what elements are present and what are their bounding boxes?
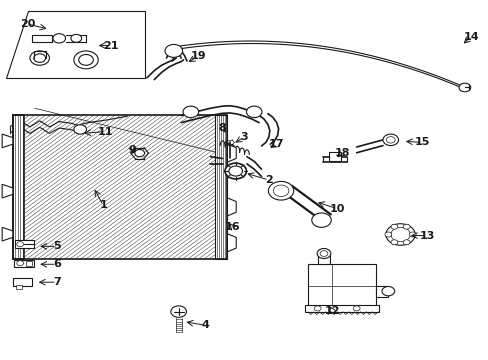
Circle shape [74,125,86,134]
Bar [13,116,227,259]
Circle shape [381,287,394,296]
Text: 9: 9 [128,144,136,154]
Text: 18: 18 [334,148,349,158]
Bar [15,240,34,248]
Text: 10: 10 [329,204,344,214]
Circle shape [390,227,409,242]
Circle shape [17,261,23,266]
Text: 14: 14 [463,32,478,41]
Polygon shape [227,198,236,216]
Text: 13: 13 [419,231,434,240]
Circle shape [386,136,394,143]
Text: 3: 3 [240,132,248,142]
Text: 2: 2 [264,175,272,185]
Text: 20: 20 [20,19,35,29]
Text: 4: 4 [201,320,209,330]
Circle shape [403,224,409,229]
Circle shape [79,54,93,65]
Polygon shape [227,234,236,252]
Circle shape [352,306,359,311]
Circle shape [17,242,23,247]
Circle shape [317,248,330,258]
Text: 19: 19 [190,51,205,61]
Bar [307,264,375,306]
Circle shape [224,163,246,179]
Bar [14,260,34,267]
Bar [26,261,32,266]
Bar [328,152,340,161]
Circle shape [34,54,45,62]
Circle shape [164,44,182,57]
Polygon shape [5,12,144,78]
Circle shape [183,106,198,118]
Polygon shape [2,184,13,198]
Circle shape [228,166,242,176]
Circle shape [268,181,293,200]
Circle shape [390,240,397,245]
Circle shape [320,251,327,256]
Bar [13,278,32,286]
Text: 11: 11 [98,127,113,136]
Circle shape [53,34,65,43]
Text: 15: 15 [414,138,429,147]
Text: 21: 21 [102,41,118,50]
Circle shape [246,106,262,118]
Circle shape [408,232,415,237]
Text: 7: 7 [53,277,61,287]
Circle shape [30,51,49,65]
Circle shape [390,224,397,229]
Circle shape [384,232,391,237]
Text: 1: 1 [99,200,107,210]
Bar [305,305,378,312]
Polygon shape [2,227,13,241]
Circle shape [314,306,321,311]
Circle shape [403,240,409,245]
Bar [317,253,329,264]
Polygon shape [2,134,13,148]
Circle shape [135,149,144,157]
Circle shape [385,224,414,245]
Bar [13,116,227,259]
Circle shape [458,83,470,92]
Circle shape [74,51,98,69]
Bar [215,116,227,259]
Circle shape [311,213,330,227]
Circle shape [170,306,186,318]
Text: 17: 17 [268,139,284,149]
Circle shape [71,35,81,42]
Text: 16: 16 [224,222,240,231]
Bar [13,116,23,259]
Circle shape [382,134,398,145]
Circle shape [273,185,288,197]
Polygon shape [227,144,236,162]
Text: 5: 5 [53,241,61,251]
Bar [16,285,21,289]
Bar [375,286,387,297]
Text: 6: 6 [53,259,61,269]
Text: 8: 8 [218,123,226,133]
Text: 12: 12 [324,306,339,316]
